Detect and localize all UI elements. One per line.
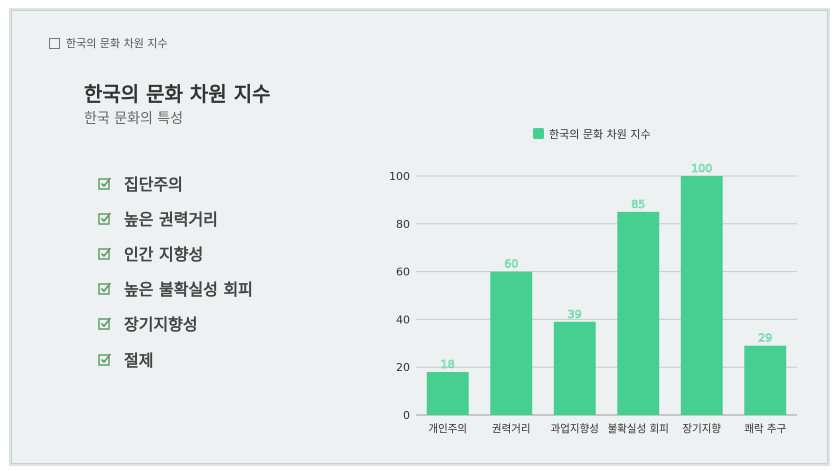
bar[interactable] [490, 271, 533, 415]
bar[interactable] [680, 176, 723, 415]
y-tick-label: 80 [396, 218, 410, 231]
bullet-item: 집단주의 [98, 165, 253, 200]
bullet-text: 높은 권력거리 [124, 209, 218, 229]
bar[interactable] [426, 371, 469, 415]
checked-box-icon [98, 177, 112, 190]
checked-box-icon [98, 282, 112, 295]
bullet-text: 집단주의 [124, 174, 183, 194]
legend-label: 한국의 문화 차원 지수 [549, 128, 651, 141]
data-label: 18 [441, 358, 455, 371]
y-tick-label: 60 [396, 266, 410, 279]
bullet-item: 절제 [98, 341, 253, 376]
x-tick-label: 권력거리 [492, 423, 531, 435]
bullet-list: 집단주의 높은 권력거리 인간 지향성 높은 불확실성 회피 장기지향성 절제 [98, 165, 253, 376]
header-label: 한국의 문화 차원 지수 [66, 37, 168, 50]
bullet-text: 높은 불확실성 회피 [124, 280, 253, 300]
checked-box-icon [98, 353, 112, 366]
x-tick-label: 과업지향성 [551, 422, 599, 435]
checkbox-icon[interactable] [49, 37, 60, 49]
x-tick-label: 장기지향 [682, 423, 721, 435]
checked-box-icon [98, 317, 112, 331]
x-tick-label: 개인주의 [428, 423, 467, 435]
bullet-item: 인간 지향성 [98, 235, 253, 270]
slide-subtitle: 한국 문화의 특성 [84, 111, 184, 127]
bullet-item: 높은 불확실성 회피 [98, 271, 253, 306]
data-label: 29 [758, 332, 772, 345]
bullet-item: 장기지향성 [98, 306, 253, 341]
bullet-text: 장기지향성 [124, 315, 198, 335]
y-tick-label: 100 [389, 170, 410, 183]
bullet-item: 높은 권력거리 [98, 200, 253, 235]
bullet-text: 인간 지향성 [124, 244, 204, 264]
x-tick-label: 불확실성 회피 [608, 422, 669, 435]
checked-box-icon [98, 247, 112, 260]
bar[interactable] [744, 345, 787, 415]
y-tick-label: 40 [396, 313, 410, 326]
data-label: 85 [631, 198, 645, 211]
data-label: 39 [568, 308, 582, 321]
x-tick-label: 쾌락 추구 [744, 423, 786, 435]
bullet-text: 절제 [124, 350, 154, 370]
legend-swatch [533, 128, 544, 139]
slide-title: 한국의 문화 차원 지수 [84, 82, 271, 106]
y-tick-label: 20 [396, 361, 410, 374]
bar[interactable] [617, 211, 660, 415]
data-label: 100 [691, 162, 712, 175]
header-row: 한국의 문화 차원 지수 [49, 35, 168, 51]
data-label: 60 [504, 258, 518, 271]
checked-box-icon [98, 212, 112, 225]
bar[interactable] [553, 321, 596, 415]
y-tick-label: 0 [403, 409, 410, 422]
